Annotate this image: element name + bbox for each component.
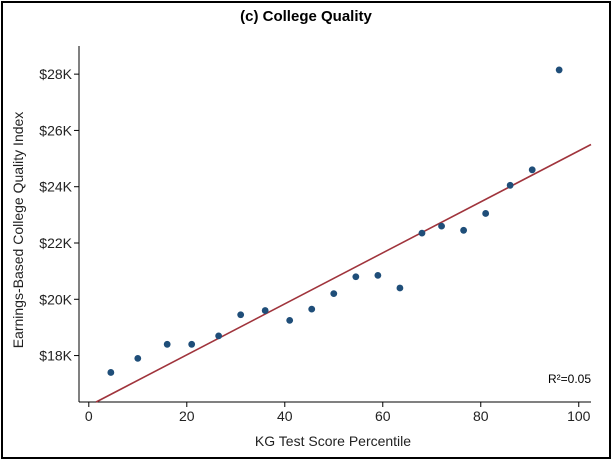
data-point xyxy=(418,229,426,237)
data-point xyxy=(555,66,563,74)
data-point xyxy=(215,332,223,340)
chart-title: (c) College Quality xyxy=(240,8,372,25)
data-point xyxy=(286,316,294,324)
x-axis-label: KG Test Score Percentile xyxy=(255,433,411,449)
plot-area xyxy=(79,46,591,402)
x-tick-label: 0 xyxy=(85,408,93,424)
axes: $18K $20K $22K $24K $26K $28K 0 20 40 60 80 100 xyxy=(39,46,591,424)
data-point xyxy=(308,305,316,313)
y-tick-label: $20K xyxy=(39,291,72,307)
data-point xyxy=(460,226,468,234)
y-tick-label: $28K xyxy=(39,66,72,82)
x-tick-label: 80 xyxy=(473,408,489,424)
data-point xyxy=(107,369,115,376)
data-point xyxy=(374,271,382,279)
r-squared-annotation: R²=0.05 xyxy=(548,372,591,386)
x-tick-label: 40 xyxy=(277,408,293,424)
x-tick-label: 60 xyxy=(375,408,391,424)
data-points xyxy=(107,66,563,376)
data-point xyxy=(134,354,142,362)
data-point xyxy=(482,210,490,217)
data-point xyxy=(188,340,196,348)
data-point xyxy=(261,307,269,314)
x-tick-label: 100 xyxy=(567,408,591,424)
y-tick-label: $26K xyxy=(39,122,72,138)
y-tick-label: $18K xyxy=(39,348,72,364)
plot-background xyxy=(79,46,591,402)
data-point xyxy=(506,181,514,189)
data-point xyxy=(438,222,445,230)
data-point xyxy=(237,311,245,319)
y-tick-label: $22K xyxy=(39,235,72,251)
data-point xyxy=(396,284,404,292)
y-axis-label: Earnings-Based College Quality Index xyxy=(10,112,26,349)
y-tick-label: $24K xyxy=(39,179,72,195)
data-point xyxy=(163,340,171,348)
data-point xyxy=(528,166,536,174)
data-point xyxy=(352,273,360,281)
data-point xyxy=(330,290,338,298)
x-tick-label: 20 xyxy=(179,408,195,424)
